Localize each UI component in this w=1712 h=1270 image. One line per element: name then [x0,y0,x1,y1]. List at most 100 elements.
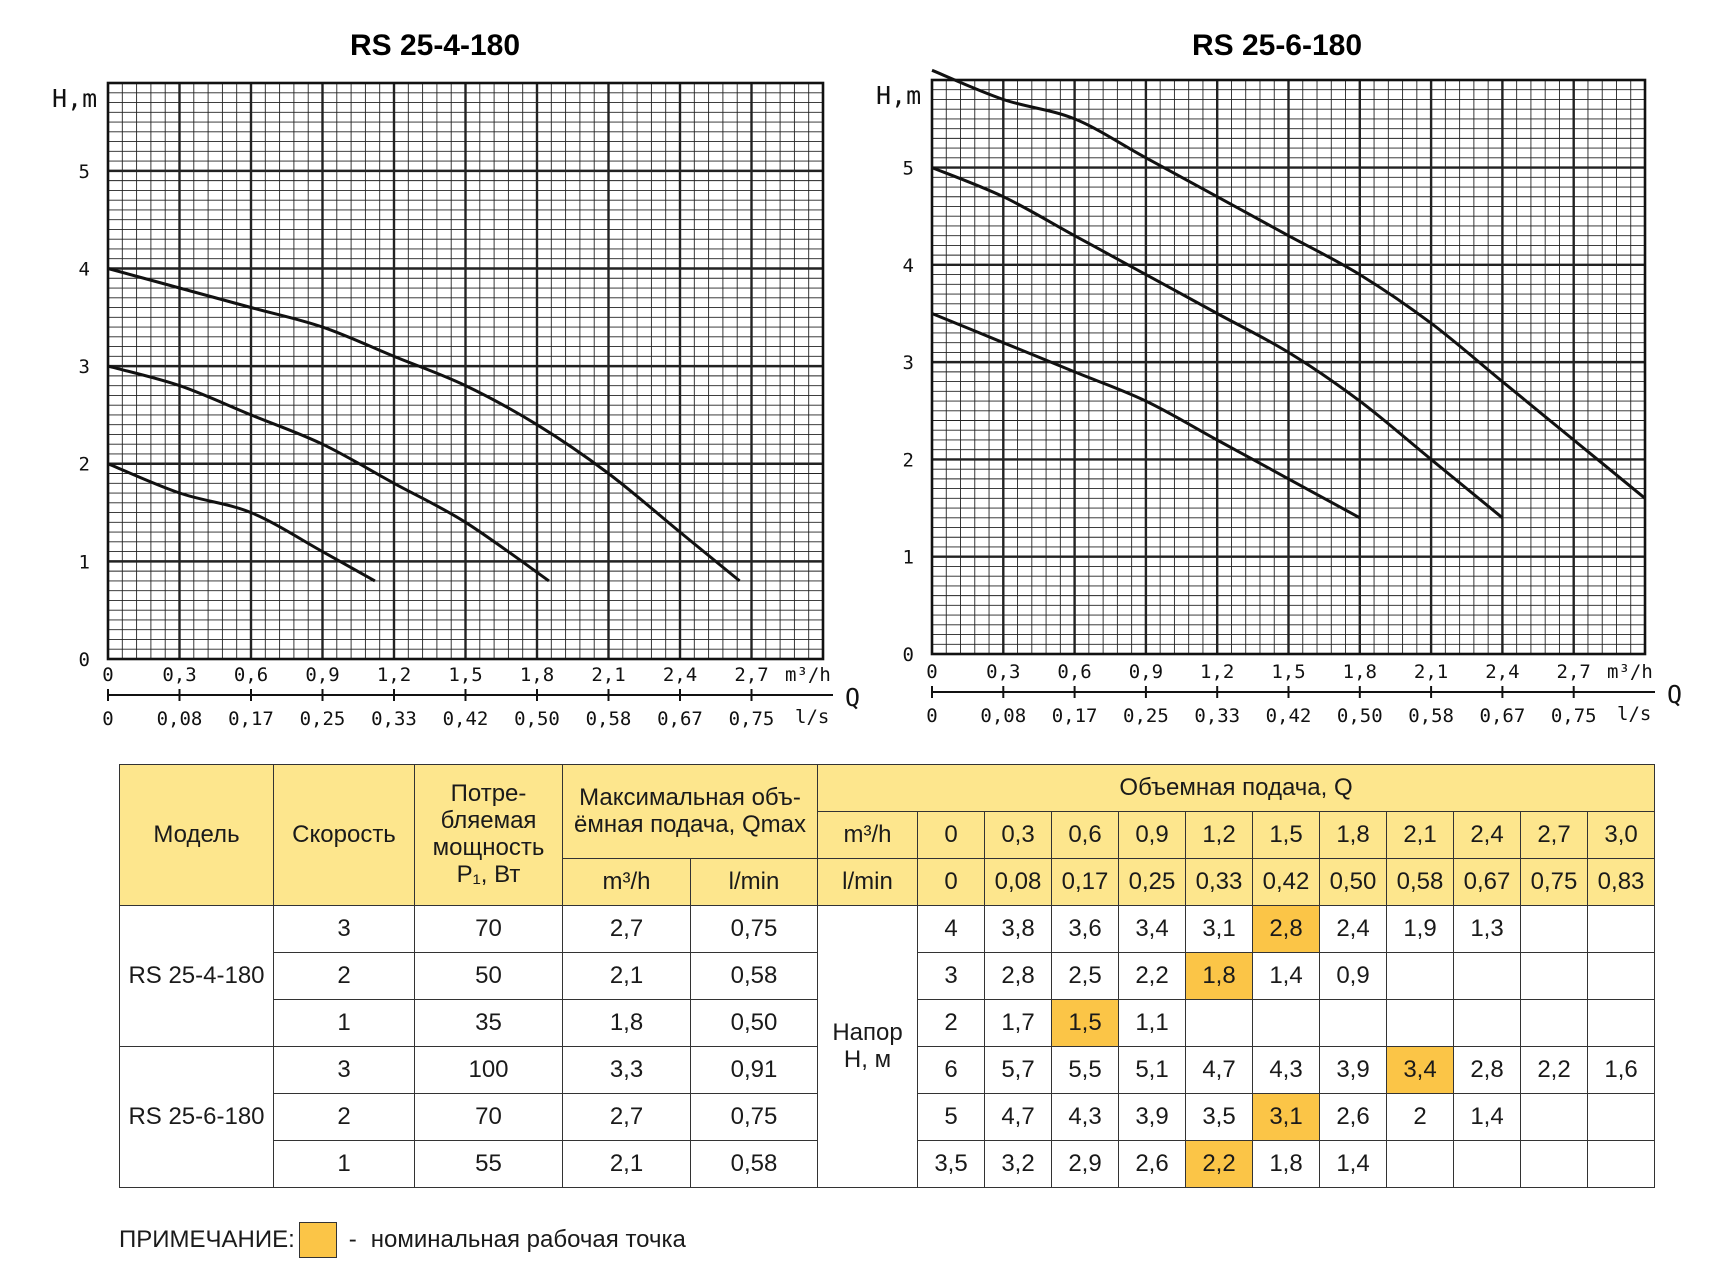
head-value [1520,999,1589,1047]
x-tick-label-m3h: 0 [926,661,937,683]
header-power: Потре- бляемая мощность P₁, Вт [414,764,563,906]
y-tick-label: 5 [79,161,90,183]
y-tick-label: 2 [79,454,90,476]
y-tick-label: 3 [79,356,90,378]
head-value [1252,999,1321,1047]
chart-title: RS 25-4-180 [350,29,520,62]
x-tick-label-ls: 0,75 [1551,705,1597,727]
head-value: 4,3 [1252,1046,1321,1094]
head-value [1520,1140,1589,1188]
y-axis-label: H,m [876,81,921,110]
note-dash: - [348,1226,357,1253]
head-value [1587,1093,1656,1141]
head-value: 6 [917,1046,986,1094]
x-unit-ls: l/s [1617,703,1651,725]
power-cell: 70 [414,905,563,953]
flow-lmin-value: 0,50 [1319,858,1388,906]
flow-m3-value: 0 [917,811,986,859]
qmax-m3-cell: 1,8 [562,999,691,1047]
power-cell: 50 [414,952,563,1000]
head-value: 2,5 [1051,952,1120,1000]
head-value: 3 [917,952,986,1000]
qmax-m3-cell: 2,7 [562,1093,691,1141]
flow-lmin-value: 0,58 [1386,858,1455,906]
plot-frame [930,78,1647,656]
head-value [1520,1093,1589,1141]
x-tick-label-ls: 0,08 [980,705,1026,727]
head-value: 3,9 [1118,1093,1187,1141]
note: ПРИМЕЧАНИЕ: - номинальная рабочая точка [119,1222,686,1258]
qmax-lmin-cell: 0,58 [689,952,819,1000]
x-tick-label-m3h: 2,4 [663,664,697,686]
head-value [1587,905,1656,953]
head-value [1587,999,1656,1047]
x-tick-label-m3h: 0,3 [162,664,196,686]
head-value: 2,8 [984,952,1053,1000]
head-value: 1,4 [1453,1093,1522,1141]
x-tick-label-ls: 0,58 [586,708,632,730]
head-value: 2,4 [1319,905,1388,953]
grid [932,80,1645,654]
x-tick-label-ls: 0,25 [300,708,346,730]
y-tick-label: 4 [903,255,914,277]
curve-speed-1 [107,462,376,583]
head-value [1386,952,1455,1000]
performance-table: Модель Скорость Потре- бляемая мощность … [119,764,1656,1188]
head-value [1453,1140,1522,1188]
flow-m3-value: 0,3 [984,811,1053,859]
flow-lmin-value: 0,42 [1252,858,1321,906]
speed-cell: 3 [273,905,415,953]
curve-speed-3 [931,68,1646,500]
head-value: 1,8 [1252,1140,1321,1188]
qmax-lmin-cell: 0,75 [689,905,819,953]
x-unit-m3h: m³/h [785,664,831,686]
head-value [1587,1140,1656,1188]
head-value: 4,7 [1185,1046,1254,1094]
head-value [1520,905,1589,953]
power-cell: 35 [414,999,563,1047]
head-value-nominal: 1,8 [1185,952,1254,1000]
x-tick-label-ls: 0,67 [657,708,703,730]
head-value: 3,6 [1051,905,1120,953]
head-value-nominal: 1,5 [1051,999,1120,1047]
head-value: 3,9 [1319,1046,1388,1094]
x-tick-label-m3h: 2,7 [1557,661,1591,683]
table-body: Модель Скорость Потре- бляемая мощность … [119,764,1656,1188]
x-tick-label-m3h: 0,6 [1057,661,1091,683]
head-value [1386,1140,1455,1188]
header-qmax-m3: m³/h [562,858,691,906]
x-tick-label-m3h: 2,7 [734,664,768,686]
header-model: Модель [119,764,274,906]
x-tick-label-ls: 0,17 [228,708,274,730]
x-unit-m3h: m³/h [1607,661,1653,683]
speed-cell: 2 [273,1093,415,1141]
flow-m3-value: 2,4 [1453,811,1522,859]
x-tick-label-ls: 0 [926,705,937,727]
y-tick-label: 1 [79,551,90,573]
power-cell: 55 [414,1140,563,1188]
qmax-m3-cell: 2,1 [562,952,691,1000]
head-value: 4 [917,905,986,953]
head-value: 5,5 [1051,1046,1120,1094]
flow-m3-value: 2,7 [1520,811,1589,859]
x-tick-label-m3h: 2,1 [591,664,625,686]
head-value: 3,2 [984,1140,1053,1188]
x-tick-label-m3h: 0,3 [986,661,1020,683]
x-tick-label-m3h: 0 [102,664,113,686]
head-value: 0,9 [1319,952,1388,1000]
x-tick-label-m3h: 1,2 [377,664,411,686]
x-axis-label: Q [845,683,860,712]
head-value [1520,952,1589,1000]
header-flow-lmin: l/min [817,858,919,906]
flow-lmin-value: 0,25 [1118,858,1187,906]
head-value: 2,9 [1051,1140,1120,1188]
flow-m3-value: 0,9 [1118,811,1187,859]
flow-m3-value: 1,2 [1185,811,1254,859]
curve-speed-1 [931,312,1361,520]
qmax-lmin-cell: 0,58 [689,1140,819,1188]
note-text: номинальная рабочая точка [370,1226,686,1253]
head-value [1185,999,1254,1047]
flow-m3-value: 1,5 [1252,811,1321,859]
qmax-m3-cell: 2,1 [562,1140,691,1188]
model-name: RS 25-4-180 [119,905,274,1047]
